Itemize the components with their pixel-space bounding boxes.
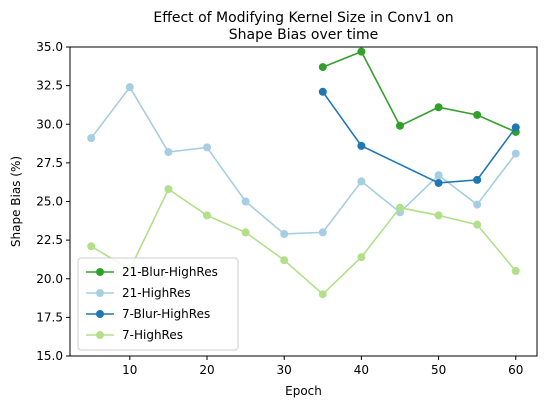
data-point bbox=[395, 203, 404, 212]
chart-title-line-2: Shape Bias over time bbox=[229, 27, 378, 43]
data-point bbox=[357, 141, 366, 150]
chart-title-line-1: Effect of Modifying Kernel Size in Conv1… bbox=[153, 10, 453, 26]
data-point bbox=[434, 103, 443, 112]
data-point bbox=[434, 211, 443, 220]
data-point bbox=[241, 228, 250, 237]
data-point bbox=[318, 87, 327, 96]
chart-title: Effect of Modifying Kernel Size in Conv1… bbox=[153, 10, 453, 43]
x-tick-label: 60 bbox=[508, 363, 523, 377]
legend-label: 21-HighRes bbox=[122, 286, 191, 300]
series-line bbox=[322, 91, 517, 184]
data-point bbox=[87, 134, 96, 143]
x-tick-label: 30 bbox=[277, 363, 292, 377]
data-point bbox=[241, 197, 250, 206]
legend-item: 7-Blur-HighRes bbox=[86, 307, 210, 321]
legend-marker bbox=[96, 289, 104, 297]
data-point bbox=[511, 149, 520, 158]
data-point bbox=[318, 63, 327, 72]
data-point bbox=[357, 253, 366, 262]
legend-box bbox=[77, 257, 239, 351]
data-point bbox=[318, 290, 327, 299]
series-line bbox=[322, 50, 517, 133]
data-point bbox=[280, 256, 289, 265]
data-point bbox=[473, 110, 482, 119]
series-line bbox=[90, 187, 517, 296]
data-point bbox=[357, 47, 366, 56]
legend: 21-Blur-HighRes 21-HighRes 7-Blur-HighRes 7… bbox=[77, 257, 239, 351]
y-axis-label: Shape Bias (%) bbox=[9, 156, 23, 247]
data-point bbox=[203, 143, 212, 152]
series-21-highres bbox=[87, 83, 520, 238]
y-tick-label: 30.0 bbox=[36, 117, 63, 131]
legend-marker bbox=[96, 310, 104, 318]
data-point bbox=[203, 211, 212, 220]
plot-marks bbox=[87, 47, 520, 299]
legend-item: 21-HighRes bbox=[86, 286, 191, 300]
x-tick-label: 50 bbox=[431, 363, 446, 377]
data-point bbox=[125, 83, 134, 92]
y-tick-label: 32.5 bbox=[36, 79, 63, 93]
legend-label: 21-Blur-HighRes bbox=[122, 265, 218, 279]
x-axis: 10 20 30 40 50 60 bbox=[122, 356, 523, 377]
legend-item: 7-HighRes bbox=[86, 328, 183, 342]
data-point bbox=[473, 175, 482, 184]
data-point bbox=[395, 121, 404, 130]
data-point bbox=[164, 148, 173, 157]
data-point bbox=[87, 242, 96, 251]
legend-marker bbox=[96, 331, 104, 339]
y-tick-label: 22.5 bbox=[36, 233, 63, 247]
data-point bbox=[280, 229, 289, 238]
data-point bbox=[473, 220, 482, 229]
x-tick-label: 40 bbox=[354, 363, 369, 377]
series-21-blur-highres bbox=[318, 47, 520, 136]
x-tick-label: 20 bbox=[199, 363, 214, 377]
legend-marker bbox=[96, 268, 104, 276]
y-tick-label: 27.5 bbox=[36, 156, 63, 170]
data-point bbox=[318, 228, 327, 237]
x-axis-label: Epoch bbox=[285, 384, 322, 398]
y-tick-label: 25.0 bbox=[36, 195, 63, 209]
y-tick-label: 15.0 bbox=[36, 349, 63, 363]
y-tick-label: 35.0 bbox=[36, 40, 63, 54]
data-point bbox=[434, 171, 443, 180]
legend-label: 7-HighRes bbox=[122, 328, 183, 342]
y-tick-label: 20.0 bbox=[36, 272, 63, 286]
data-point bbox=[357, 177, 366, 186]
series-7-blur-highres bbox=[318, 87, 520, 187]
data-point bbox=[473, 200, 482, 209]
legend-item: 21-Blur-HighRes bbox=[86, 265, 218, 279]
data-point bbox=[511, 267, 520, 276]
y-tick-label: 17.5 bbox=[36, 310, 63, 324]
y-axis: 15.0 17.5 20.0 22.5 25.0 27.5 30.0 32.5 35.0 bbox=[36, 40, 70, 363]
data-point bbox=[511, 123, 520, 132]
series-line bbox=[90, 85, 517, 235]
x-tick-label: 10 bbox=[122, 363, 137, 377]
data-point bbox=[434, 178, 443, 187]
data-point bbox=[164, 185, 173, 194]
legend-label: 7-Blur-HighRes bbox=[122, 307, 210, 321]
